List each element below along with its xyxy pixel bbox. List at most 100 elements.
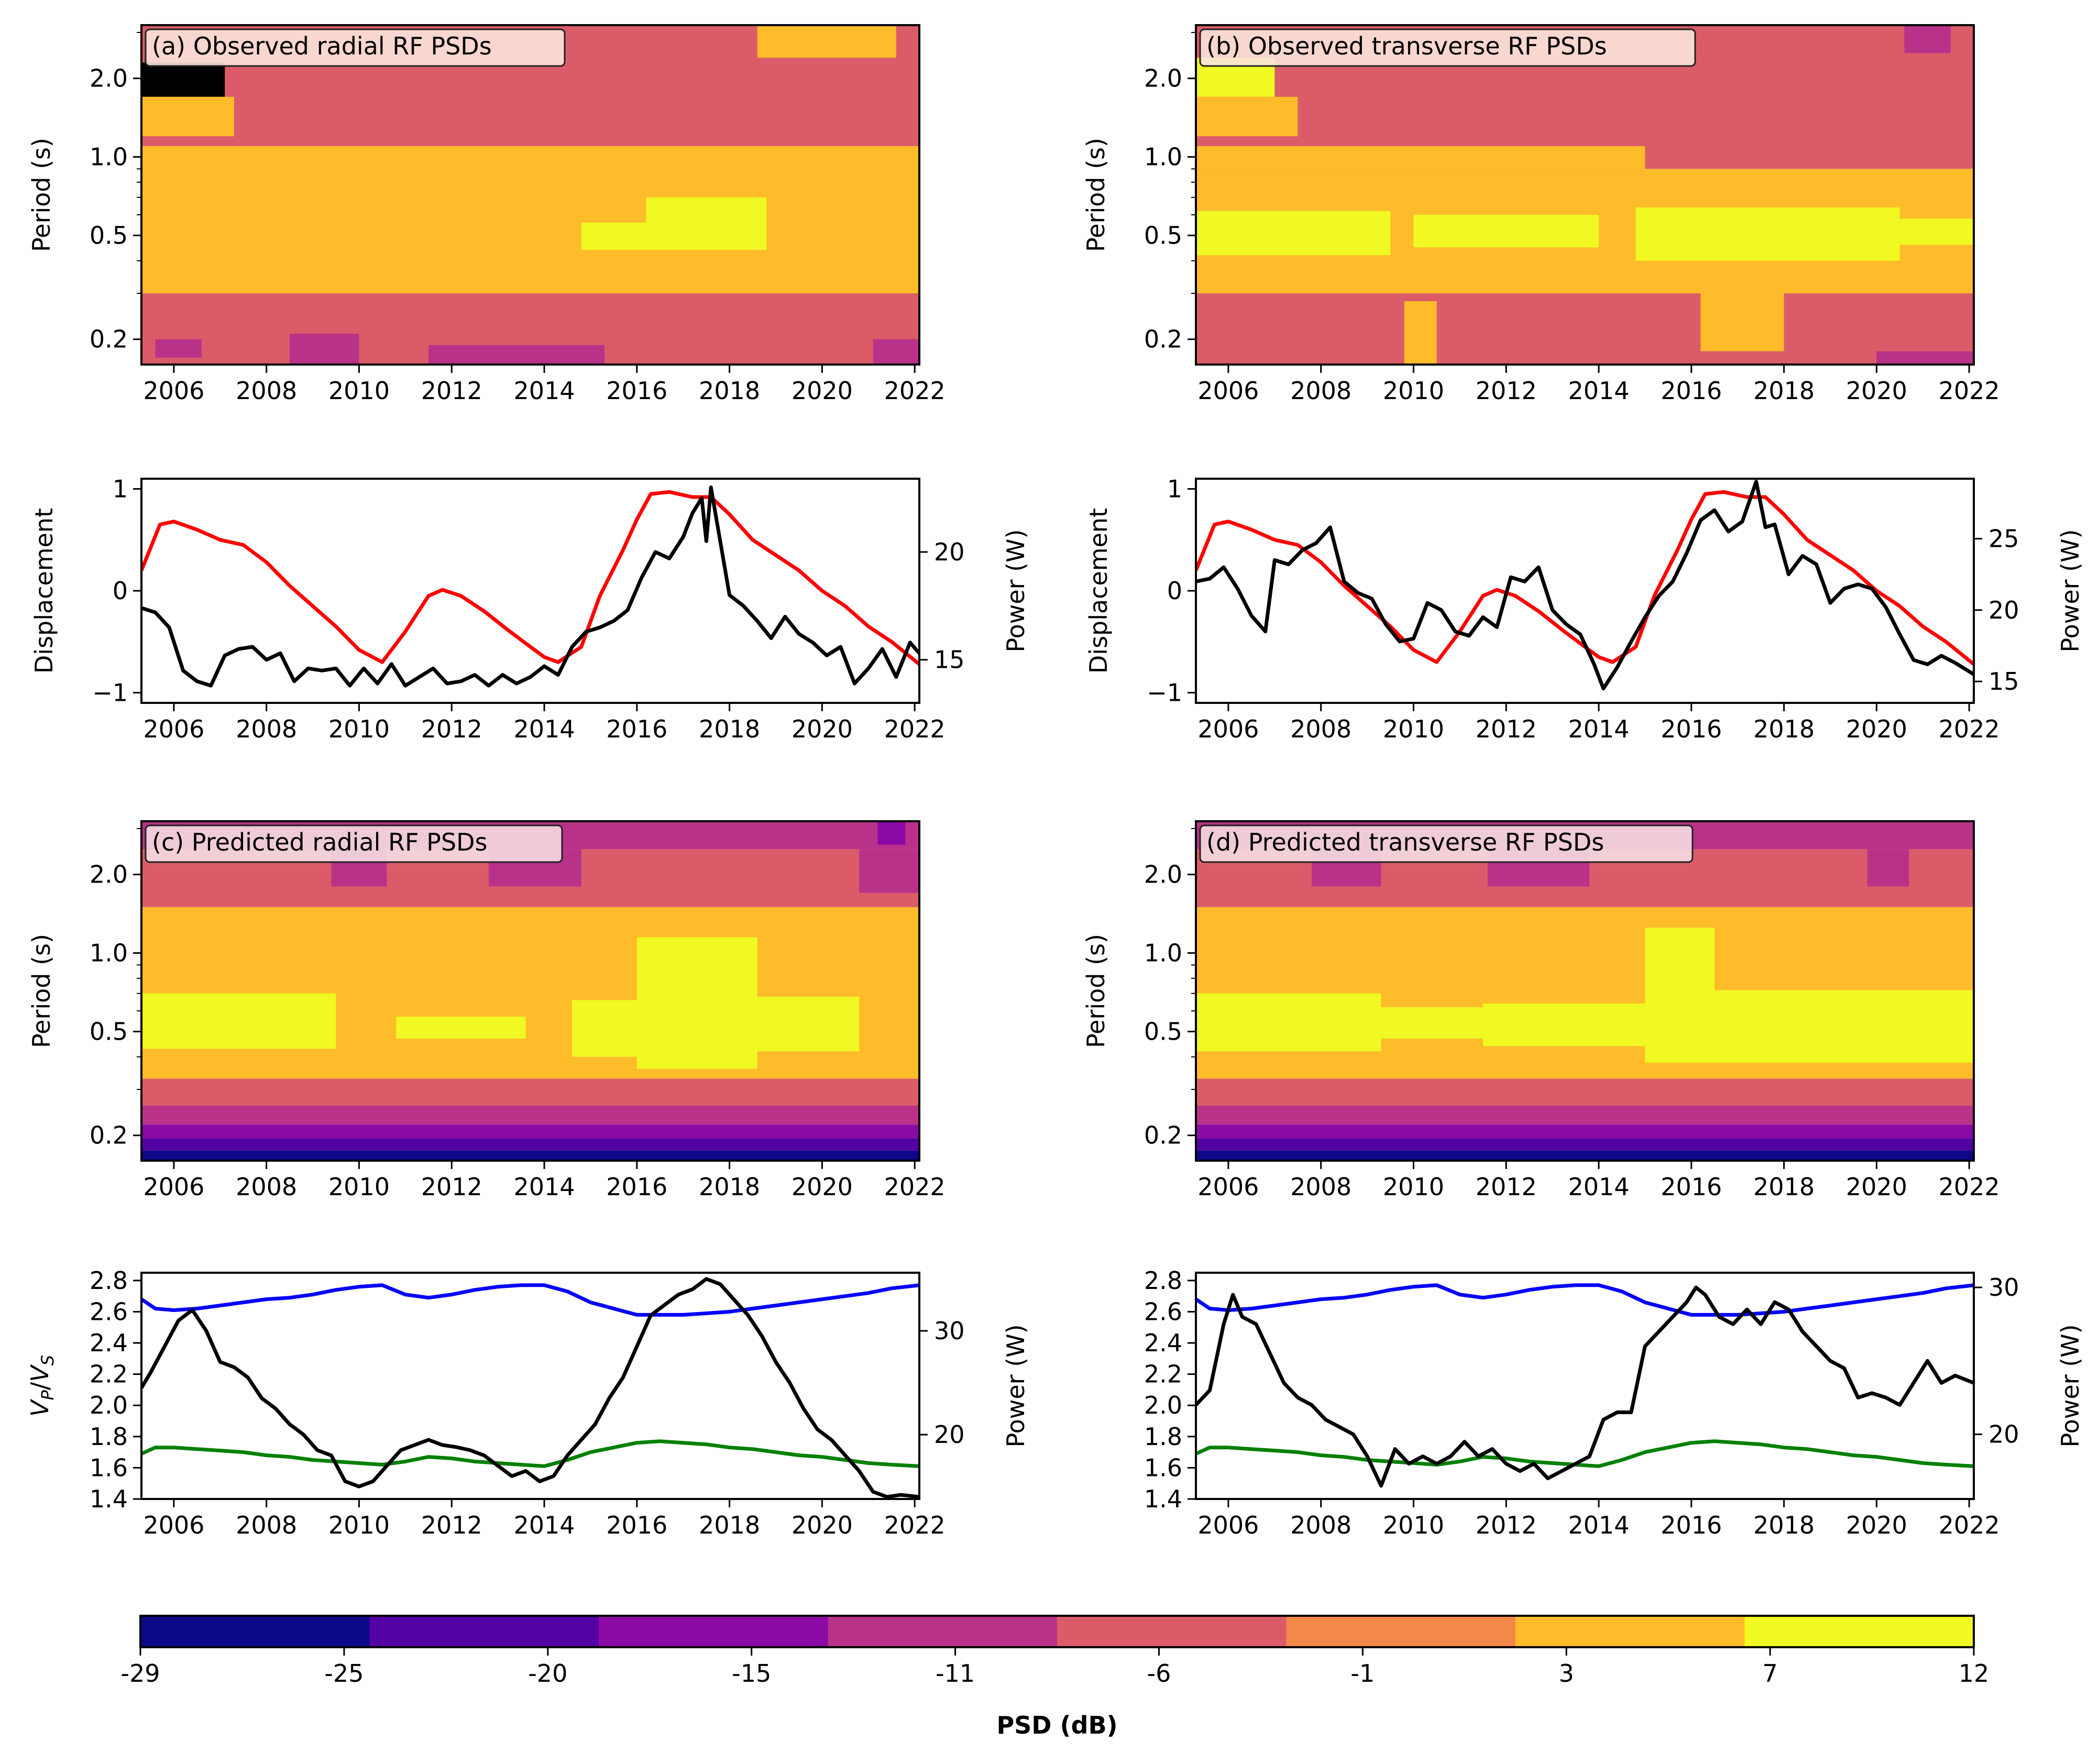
y-tick-label: 2.0	[90, 1391, 128, 1419]
colorbar-frame	[139, 1615, 1975, 1648]
colorbar-tick-label: -20	[528, 1659, 567, 1688]
y-tick-label: 1	[1167, 475, 1182, 503]
heatmap-cell	[1483, 1004, 1645, 1046]
heatmap-cell	[1196, 211, 1391, 256]
y-tick-label: 2.2	[90, 1360, 128, 1388]
x-tick-label: 2020	[792, 1511, 853, 1539]
y2-tick-label: 25	[1988, 524, 2019, 553]
heatmap-cell	[1867, 849, 1909, 887]
x-tick-label: 2006	[1197, 377, 1259, 405]
colorbar-tick-label: -29	[120, 1659, 160, 1688]
x-tick-label: 2018	[1753, 1511, 1815, 1539]
x-tick-label: 2018	[1753, 715, 1815, 743]
y-tick-label: 1.4	[90, 1485, 128, 1513]
panel-a-title: (a) Observed radial RF PSDs	[152, 32, 492, 60]
panel-a2-y2label: Power (W)	[1002, 529, 1030, 652]
colorbar-tick-label: -6	[1147, 1659, 1171, 1688]
y-tick-label: 2.4	[90, 1329, 128, 1357]
colorbar-cell	[599, 1616, 828, 1647]
heatmap-cell	[877, 821, 906, 845]
heatmap-cell	[581, 223, 646, 250]
y-tick-label: 0.5	[1144, 222, 1182, 250]
y-tick-label: 2.8	[1144, 1266, 1182, 1295]
y-tick-label: 2.0	[90, 861, 128, 889]
x-tick-label: 2016	[606, 377, 667, 405]
x-tick-label: 2006	[143, 715, 204, 743]
y-tick-label: 2.0	[1144, 64, 1182, 93]
x-tick-label: 2006	[1197, 715, 1259, 743]
panel-c: 2006 2008 2010 2012 2014 2016 2018 2020 2022 0.2 0…	[27, 820, 946, 1201]
heatmap-cell	[1196, 1138, 1974, 1151]
colorbar-ticks: -29 -25 -20 -15 -11 -6 -1 3 7 12	[120, 1647, 1989, 1688]
x-tick-label: 2020	[792, 1173, 853, 1201]
heatmap-cell	[1381, 1007, 1483, 1039]
y-tick-label: 0.5	[90, 1018, 128, 1046]
colorbar-tick-label: -1	[1350, 1659, 1375, 1688]
x-tick-label: 2022	[884, 1173, 946, 1201]
y2-tick-label: 20	[934, 1420, 965, 1449]
x-tick-label: 2016	[1661, 715, 1722, 743]
panel-b2-y2label: Power (W)	[2056, 529, 2084, 652]
x-tick-label: 2016	[606, 1511, 667, 1539]
x-tick-label: 2008	[1290, 1511, 1351, 1539]
y-tick-label: 1.6	[1144, 1453, 1182, 1482]
series-line	[141, 1439, 919, 1468]
y-tick-label: 2.4	[1144, 1329, 1182, 1357]
colorbar-cell	[369, 1616, 599, 1647]
colorbar-tick-label: 12	[1959, 1659, 1990, 1688]
series-line	[1196, 1439, 1974, 1468]
x-tick-label: 2022	[884, 1511, 946, 1539]
panel-c2: 2006 2008 2010 2012 2014 2016 2018 2020 2022 1.4 1…	[26, 1266, 1030, 1539]
colorbar-tick-label: 3	[1559, 1659, 1574, 1688]
x-tick-label: 2022	[1939, 715, 2000, 743]
heatmap-cell	[141, 146, 919, 294]
x-tick-label: 2022	[1939, 377, 2000, 405]
panel-d2-frame	[1195, 1272, 1975, 1500]
y-tick-label: 0	[113, 577, 128, 605]
panel-c2-frame	[140, 1272, 920, 1500]
colorbar-cell	[140, 1616, 370, 1647]
y2-tick-label: 30	[934, 1317, 965, 1345]
heatmap-c	[141, 821, 919, 1161]
x-tick-label: 2012	[421, 1173, 482, 1201]
x-tick-label: 2018	[699, 715, 760, 743]
x-tick-label: 2020	[1846, 377, 1907, 405]
panel-a-ylabel: Period (s)	[27, 138, 56, 252]
series-line	[1196, 1283, 1974, 1317]
heatmap-cell	[1196, 1150, 1974, 1161]
x-tick-label: 2008	[1290, 1173, 1351, 1201]
y-tick-label: 2.6	[1144, 1297, 1182, 1326]
colorbar-cell	[1286, 1616, 1516, 1647]
heatmap-cell	[1404, 301, 1437, 365]
heatmap-cell	[155, 339, 202, 358]
heatmap-a	[141, 25, 919, 365]
panel-b: 2006 2008 2010 2012 2014 2016 2018 2020 2022 0.2 0…	[1082, 24, 2000, 405]
heatmap-cell	[396, 1017, 526, 1039]
series-line	[1196, 480, 1974, 691]
x-tick-label: 2014	[513, 377, 575, 405]
heatmap-cell	[1635, 207, 1900, 261]
heatmap-cell	[1196, 146, 1645, 169]
lines-a2	[141, 486, 919, 688]
x-tick-label: 2018	[1753, 377, 1815, 405]
panel-b-title: (b) Observed transverse RF PSDs	[1206, 32, 1607, 60]
colorbar-cell	[1057, 1616, 1287, 1647]
panel-c-title: (c) Predicted radial RF PSDs	[152, 828, 487, 856]
x-tick-label: 2006	[143, 1173, 204, 1201]
x-tick-label: 2018	[1753, 1173, 1815, 1201]
panel-d2-y2label: Power (W)	[2056, 1324, 2084, 1447]
x-tick-label: 2016	[1661, 1511, 1722, 1539]
colorbar-label: PSD (dB)	[996, 1711, 1117, 1739]
x-tick-label: 2006	[143, 377, 204, 405]
panel-b-title-box: (b) Observed transverse RF PSDs	[1199, 28, 1696, 67]
heatmap-cell	[1645, 928, 1715, 1063]
colorbar-tick-label: -11	[936, 1659, 975, 1688]
heatmap-cell	[289, 334, 359, 365]
heatmap-cell	[141, 62, 225, 97]
x-tick-label: 2018	[699, 377, 760, 405]
x-tick-label: 2008	[236, 1511, 297, 1539]
y2-tick-label: 20	[1988, 1420, 2019, 1449]
colorbar-tick-label: -25	[324, 1659, 364, 1688]
y-tick-label: 2.2	[1144, 1360, 1182, 1388]
x-tick-label: 2008	[236, 715, 297, 743]
